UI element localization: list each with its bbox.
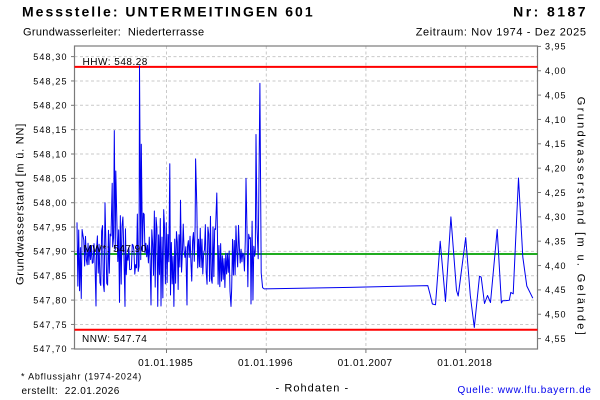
svg-text:01.01.1996: 01.01.1996 [238, 358, 293, 369]
svg-text:01.01.1985: 01.01.1985 [138, 358, 193, 369]
svg-text:547,85: 547,85 [33, 271, 67, 281]
svg-text:548,10: 548,10 [33, 149, 67, 159]
svg-text:4,10: 4,10 [545, 115, 567, 125]
svg-text:4,05: 4,05 [545, 90, 567, 100]
svg-text:01.01.2018: 01.01.2018 [437, 358, 492, 369]
svg-text:548,05: 548,05 [33, 174, 67, 184]
svg-text:548,00: 548,00 [33, 198, 67, 208]
svg-text:Grundwasserstand [m ü. NN]: Grundwasserstand [m ü. NN] [14, 123, 26, 285]
svg-text:4,00: 4,00 [545, 66, 567, 76]
svg-text:Messstelle: UNTERMEITINGEN 601: Messstelle: UNTERMEITINGEN 601 [22, 4, 315, 20]
svg-text:547,70: 547,70 [33, 344, 67, 354]
svg-text:HHW: 548.28: HHW: 548.28 [83, 57, 148, 68]
svg-text:Nr: 8187: Nr: 8187 [513, 4, 588, 20]
svg-text:4,20: 4,20 [545, 163, 567, 173]
svg-text:548,20: 548,20 [33, 101, 67, 111]
svg-text:4,30: 4,30 [545, 212, 567, 222]
svg-text:4,35: 4,35 [545, 237, 567, 247]
svg-text:548,15: 548,15 [33, 125, 67, 135]
svg-text:Grundwasserstand [m u. Gelände: Grundwasserstand [m u. Gelände] [575, 97, 587, 337]
svg-text:4,25: 4,25 [545, 188, 567, 198]
svg-text:NNW: 547.74: NNW: 547.74 [82, 334, 147, 345]
svg-text:4,55: 4,55 [545, 334, 567, 344]
svg-text:4,15: 4,15 [545, 139, 567, 149]
svg-text:4,45: 4,45 [545, 285, 567, 295]
svg-text:548,30: 548,30 [33, 52, 67, 62]
svg-text:erstellt: 22.01.2026: erstellt: 22.01.2026 [22, 386, 120, 397]
svg-text:MW*: 547.90: MW*: 547.90 [84, 244, 147, 255]
svg-text:548,25: 548,25 [33, 76, 67, 86]
svg-text:Zeitraum: Nov 1974 - Dez 2025: Zeitraum: Nov 1974 - Dez 2025 [416, 27, 587, 39]
svg-text:547,90: 547,90 [33, 247, 67, 257]
svg-text:547,75: 547,75 [33, 320, 67, 330]
svg-text:547,80: 547,80 [33, 295, 67, 305]
svg-text:- Rohdaten -: - Rohdaten - [276, 383, 350, 395]
svg-text:3,95: 3,95 [545, 42, 567, 52]
svg-text:Grundwasserleiter: Niederterr: Grundwasserleiter: Niederterrasse [23, 27, 204, 39]
svg-text:01.01.2007: 01.01.2007 [338, 358, 393, 369]
svg-text:4,50: 4,50 [545, 310, 567, 320]
svg-text:Quelle: www.lfu.bayern.de: Quelle: www.lfu.bayern.de [458, 385, 592, 396]
svg-text:4,40: 4,40 [545, 261, 567, 271]
svg-text:* Abflussjahr (1974-2024): * Abflussjahr (1974-2024) [21, 371, 142, 381]
svg-text:547,95: 547,95 [33, 222, 67, 232]
